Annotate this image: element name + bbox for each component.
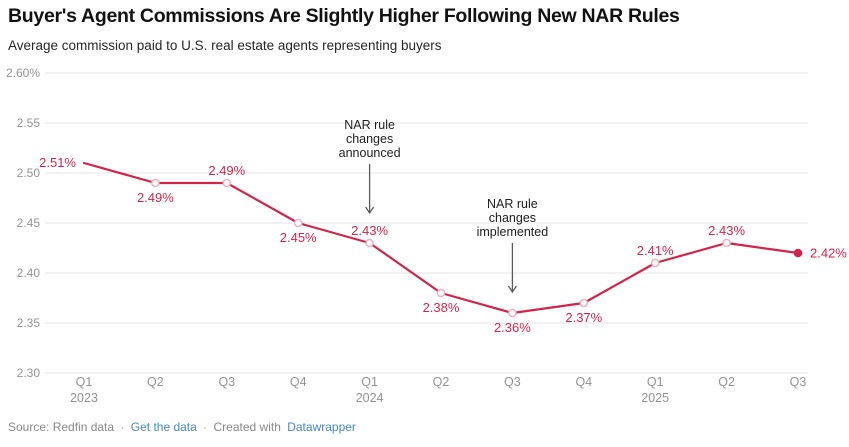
annotation-text-line: changes <box>489 211 536 225</box>
x-axis-labels: Q1 2023 Q2 Q3 Q4 Q1 2024 Q2 Q3 Q4 Q1 2025 Q2 Q3 <box>70 375 806 405</box>
data-point-label: 2.49% <box>137 190 174 205</box>
x-tick-year: 2025 <box>641 391 669 405</box>
annotation-text-line: implemented <box>477 225 549 239</box>
annotation-arrowhead <box>507 285 517 294</box>
data-point[interactable] <box>222 178 232 188</box>
x-tick-label: Q1 <box>361 375 378 389</box>
data-point[interactable] <box>365 238 374 248</box>
chart-title: Buyer's Agent Commissions Are Slightly H… <box>8 5 680 27</box>
annotation-text-line: NAR rule <box>344 118 395 132</box>
source-text: Source: Redfin data <box>8 420 115 434</box>
x-tick-label: Q2 <box>433 375 450 389</box>
data-point-label: 2.41% <box>637 243 674 258</box>
chart-subtitle: Average commission paid to U.S. real est… <box>8 38 442 53</box>
y-tick-label: 2.30 <box>17 366 41 380</box>
x-tick-label: Q1 <box>647 375 664 389</box>
x-tick-year: 2023 <box>70 391 98 405</box>
x-tick-label: Q3 <box>790 375 807 389</box>
data-point-label: 2.42% <box>810 246 847 261</box>
y-tick-label: 2.35 <box>17 316 41 330</box>
data-point-label: 2.37% <box>565 310 602 325</box>
x-tick-label: Q2 <box>718 375 735 389</box>
x-tick-label: Q4 <box>290 375 307 389</box>
data-labels: 2.51% 2.49% 2.49% 2.45% 2.43% 2.38% 2.36% 2.37%… <box>39 155 847 335</box>
data-point-label: 2.43% <box>351 223 388 238</box>
data-point[interactable] <box>650 258 660 268</box>
data-point-label: 2.43% <box>708 223 745 238</box>
annotation-text-line: changes <box>346 132 393 146</box>
data-point[interactable] <box>579 298 589 308</box>
data-point-label: 2.36% <box>494 320 531 335</box>
y-tick-label: 2.40 <box>17 266 41 280</box>
chart-footer: Source: Redfin data · Get the data · Cre… <box>8 420 356 434</box>
x-tick-label: Q3 <box>218 375 235 389</box>
annotation-text-line: NAR rule <box>487 197 538 211</box>
x-tick-label: Q4 <box>575 375 592 389</box>
data-point[interactable] <box>793 248 803 258</box>
data-points <box>151 178 803 318</box>
y-tick-label: 2.60% <box>6 66 40 80</box>
data-point[interactable] <box>508 308 517 318</box>
data-point[interactable] <box>293 218 303 228</box>
x-tick-label: Q1 <box>76 375 93 389</box>
data-point[interactable] <box>436 288 446 298</box>
data-point[interactable] <box>722 238 731 248</box>
footer-separator: · <box>203 420 208 434</box>
data-point[interactable] <box>151 178 160 188</box>
data-point-label: 2.49% <box>208 163 245 178</box>
data-point-label: 2.51% <box>39 155 76 170</box>
data-point-label: 2.38% <box>423 300 460 315</box>
created-with-text: Created with <box>213 420 281 434</box>
get-the-data-link[interactable]: Get the data <box>130 420 197 434</box>
annotation-arrowhead <box>365 206 375 215</box>
data-point-label: 2.45% <box>280 230 317 245</box>
x-tick-label: Q3 <box>504 375 521 389</box>
x-tick-year: 2024 <box>356 391 384 405</box>
y-tick-label: 2.45 <box>17 216 41 230</box>
y-axis-labels: 2.60% 2.55 2.50 2.45 2.40 2.35 2.30 <box>6 66 40 380</box>
y-tick-label: 2.50 <box>17 166 41 180</box>
x-tick-label: Q2 <box>147 375 164 389</box>
y-tick-label: 2.55 <box>17 116 41 130</box>
annotation-text-line: announced <box>339 146 401 160</box>
gridlines <box>45 72 808 374</box>
datawrapper-link[interactable]: Datawrapper <box>287 420 356 434</box>
footer-separator: · <box>120 420 125 434</box>
